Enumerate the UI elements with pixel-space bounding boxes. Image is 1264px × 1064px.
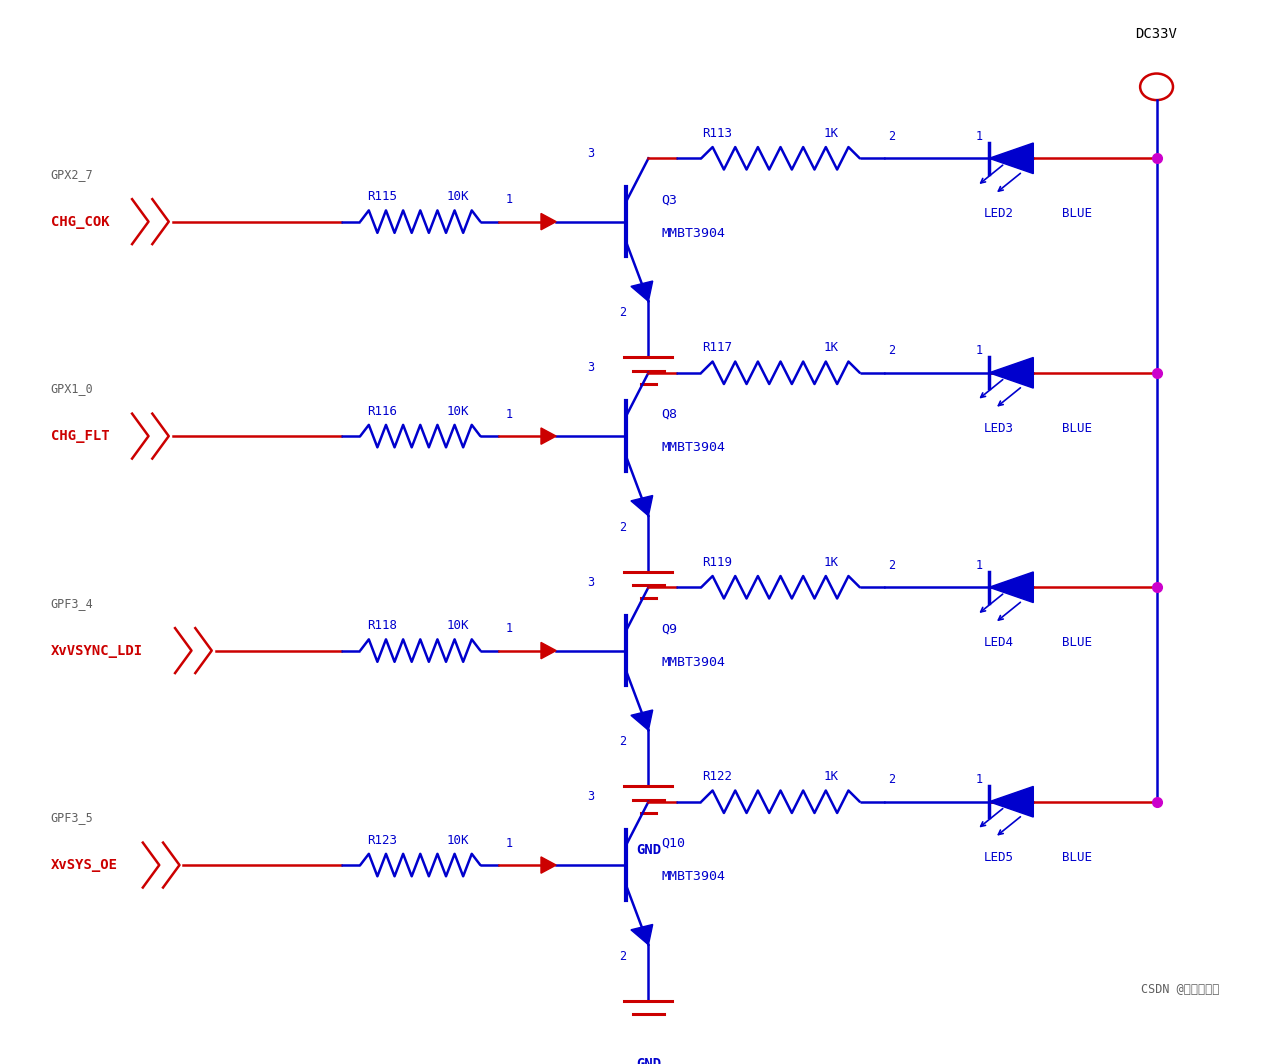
Text: 10K: 10K: [447, 834, 469, 847]
Text: R119: R119: [703, 555, 732, 569]
Polygon shape: [631, 496, 652, 516]
Polygon shape: [541, 643, 556, 659]
Text: R118: R118: [368, 619, 397, 632]
Text: LED2: LED2: [983, 207, 1014, 220]
Text: MMBT3904: MMBT3904: [661, 442, 726, 454]
Text: 2: 2: [619, 306, 627, 319]
Text: 1: 1: [976, 559, 982, 572]
Polygon shape: [541, 857, 556, 874]
Text: CSDN @字母哥先生: CSDN @字母哥先生: [1141, 983, 1220, 996]
Text: 2: 2: [889, 130, 896, 143]
Text: XvVSYNC_LDI: XvVSYNC_LDI: [51, 644, 143, 658]
Polygon shape: [988, 572, 1033, 602]
Text: 1K: 1K: [824, 555, 838, 569]
Polygon shape: [988, 143, 1033, 173]
Polygon shape: [631, 925, 652, 945]
Text: 1K: 1K: [824, 342, 838, 354]
Text: 10K: 10K: [447, 619, 469, 632]
Text: 1: 1: [976, 130, 982, 143]
Text: MMBT3904: MMBT3904: [661, 227, 726, 239]
Text: Q3: Q3: [661, 194, 678, 206]
Text: 2: 2: [889, 345, 896, 358]
Text: 1: 1: [506, 194, 513, 206]
Text: GPX1_0: GPX1_0: [51, 382, 94, 395]
Text: R122: R122: [703, 770, 732, 783]
Text: GND: GND: [636, 1057, 661, 1064]
Text: BLUE: BLUE: [1062, 636, 1092, 649]
Text: R123: R123: [368, 834, 397, 847]
Text: Q10: Q10: [661, 836, 685, 850]
Text: R117: R117: [703, 342, 732, 354]
Polygon shape: [541, 214, 556, 230]
Text: 10K: 10K: [447, 404, 469, 418]
Text: R116: R116: [368, 404, 397, 418]
Text: 3: 3: [586, 791, 594, 803]
Text: GND: GND: [636, 843, 661, 857]
Text: BLUE: BLUE: [1062, 851, 1092, 864]
Text: R113: R113: [703, 127, 732, 140]
Text: 3: 3: [586, 147, 594, 160]
Text: 10K: 10K: [447, 190, 469, 203]
Text: 1K: 1K: [824, 770, 838, 783]
Text: 2: 2: [889, 774, 896, 786]
Text: 2: 2: [619, 521, 627, 534]
Text: LED4: LED4: [983, 636, 1014, 649]
Text: GPF3_4: GPF3_4: [51, 597, 94, 610]
Polygon shape: [631, 281, 652, 301]
Text: 1: 1: [506, 408, 513, 420]
Text: BLUE: BLUE: [1062, 421, 1092, 435]
Text: GPF3_5: GPF3_5: [51, 811, 94, 825]
Text: R115: R115: [368, 190, 397, 203]
Text: XvSYS_OE: XvSYS_OE: [51, 858, 118, 872]
Polygon shape: [988, 786, 1033, 817]
Polygon shape: [631, 710, 652, 730]
Text: LED3: LED3: [983, 421, 1014, 435]
Text: 1: 1: [976, 774, 982, 786]
Text: 3: 3: [586, 361, 594, 375]
Text: Q9: Q9: [661, 622, 678, 635]
Text: 3: 3: [586, 576, 594, 588]
Text: GPX2_7: GPX2_7: [51, 168, 94, 181]
Text: BLUE: BLUE: [1062, 207, 1092, 220]
Text: 2: 2: [619, 735, 627, 748]
Polygon shape: [988, 358, 1033, 388]
Text: LED5: LED5: [983, 851, 1014, 864]
Polygon shape: [541, 428, 556, 445]
Text: MMBT3904: MMBT3904: [661, 870, 726, 883]
Text: CHG_COK: CHG_COK: [51, 215, 109, 229]
Text: MMBT3904: MMBT3904: [661, 655, 726, 668]
Text: 1: 1: [976, 345, 982, 358]
Text: CHG_FLT: CHG_FLT: [51, 429, 109, 443]
Text: 2: 2: [619, 950, 627, 963]
Text: 1K: 1K: [824, 127, 838, 140]
Text: Q8: Q8: [661, 408, 678, 420]
Text: 1: 1: [506, 836, 513, 850]
Text: 1: 1: [506, 622, 513, 635]
Text: DC33V: DC33V: [1135, 27, 1178, 40]
Text: 2: 2: [889, 559, 896, 572]
